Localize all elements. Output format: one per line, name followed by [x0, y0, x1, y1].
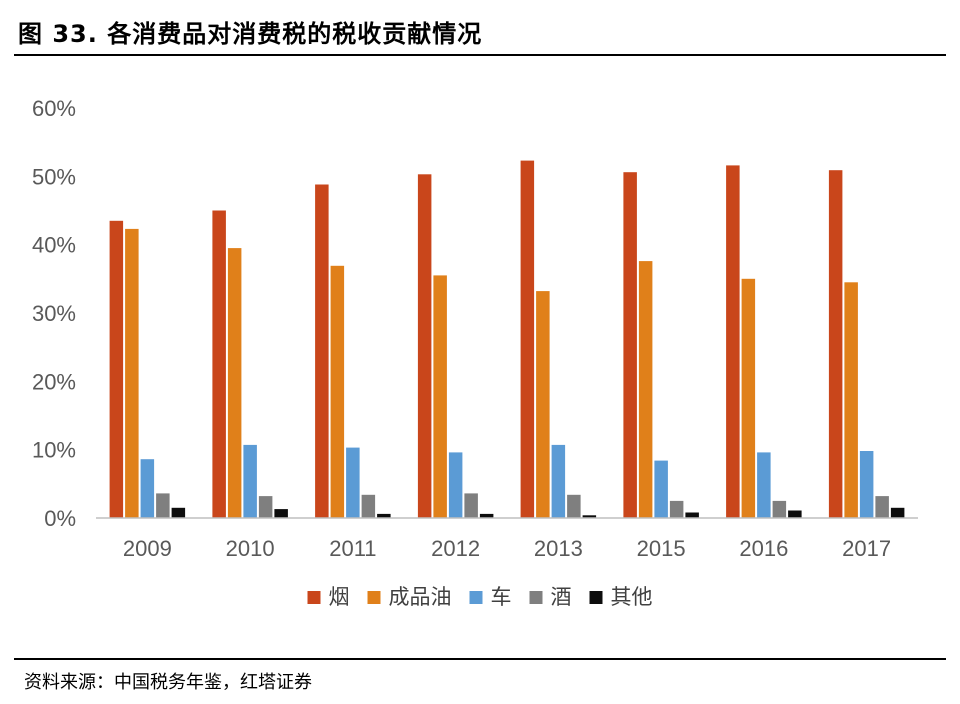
x-tick-label: 2016 [739, 536, 788, 561]
bar-2013-2 [551, 444, 566, 518]
bar-2011-4 [377, 513, 391, 518]
legend-label: 烟 [329, 585, 350, 609]
source-note: 资料来源：中国税务年鉴，红塔证券 [24, 672, 312, 693]
bar-2016-0 [726, 165, 740, 518]
bar-2015-0 [623, 172, 637, 518]
x-tick-label: 2013 [534, 536, 583, 561]
bar-2009-0 [109, 220, 124, 519]
bar-2010-2 [243, 444, 257, 518]
bar-2010-4 [274, 509, 288, 518]
bar-2015-2 [654, 460, 668, 518]
bar-2011-0 [315, 184, 329, 518]
x-tick-label: 2010 [226, 536, 275, 561]
legend-swatch [367, 591, 381, 604]
legend-swatch [529, 591, 543, 604]
x-tick-label: 2011 [329, 536, 376, 561]
legend-swatch [307, 591, 321, 604]
bar-2016-4 [788, 510, 802, 518]
legend-swatch [589, 591, 603, 604]
bar-2016-2 [757, 452, 771, 518]
y-tick-label: 0% [44, 506, 76, 531]
source-rule [14, 658, 946, 660]
y-tick-label: 10% [32, 438, 76, 463]
bar-chart: 0% 10% 20% 30% 40% 50% 60% 2009 2010 2011 2012 201… [32, 96, 918, 609]
title-rule [14, 54, 946, 56]
y-tick-label: 30% [32, 301, 76, 326]
legend-label: 酒 [551, 585, 572, 609]
bar-2011-2 [346, 447, 360, 518]
bar-2016-1 [741, 278, 756, 518]
bar-2010-3 [258, 496, 273, 518]
bar-2012-3 [464, 493, 478, 518]
legend-swatch [469, 591, 483, 604]
x-tick-label: 2015 [637, 536, 686, 561]
y-tick-label: 60% [32, 96, 76, 121]
bar-2017-1 [844, 282, 858, 518]
figure-title: 图 33. 各消费品对消费税的税收贡献情况 [18, 20, 483, 48]
legend-label: 其他 [611, 585, 653, 609]
bar-2012-0 [417, 174, 432, 519]
bar-2017-4 [890, 507, 905, 519]
bar-2012-2 [448, 452, 463, 518]
bar-2009-2 [140, 459, 155, 518]
y-tick-label: 50% [32, 164, 76, 189]
bar-2016-3 [772, 500, 787, 518]
bar-2009-1 [125, 228, 139, 518]
bar-2013-4 [582, 515, 597, 518]
y-tick-label: 20% [32, 369, 76, 394]
bar-2015-3 [669, 500, 684, 518]
bar-2009-3 [156, 493, 170, 518]
bar-2015-1 [638, 261, 653, 518]
bar-2013-0 [520, 160, 535, 518]
bar-2017-2 [859, 451, 874, 518]
bar-2013-1 [536, 291, 550, 518]
bar-2009-4 [171, 507, 186, 519]
bar-2015-4 [685, 512, 699, 518]
bar-2011-1 [330, 265, 345, 518]
x-tick-label: 2012 [431, 536, 480, 561]
x-axis-ticks: 2009 2010 2011 2012 2013 2015 2016 2017 [123, 536, 891, 561]
legend-label: 车 [491, 585, 512, 609]
legend-label: 成品油 [389, 585, 452, 609]
bar-2013-3 [567, 494, 581, 518]
x-tick-label: 2017 [842, 536, 891, 561]
legend: 烟 成品油 车 酒 其他 [307, 585, 653, 609]
bar-2010-1 [227, 248, 242, 518]
bars [109, 160, 905, 519]
bar-2012-4 [479, 513, 494, 518]
x-tick-label: 2009 [123, 536, 172, 561]
bar-2017-3 [875, 496, 889, 518]
bar-2017-0 [828, 170, 843, 518]
bar-2010-0 [212, 210, 226, 518]
y-axis-ticks: 0% 10% 20% 30% 40% 50% 60% [32, 96, 76, 531]
bar-2012-1 [433, 275, 447, 518]
bar-2011-3 [361, 494, 376, 518]
y-tick-label: 40% [32, 233, 76, 258]
